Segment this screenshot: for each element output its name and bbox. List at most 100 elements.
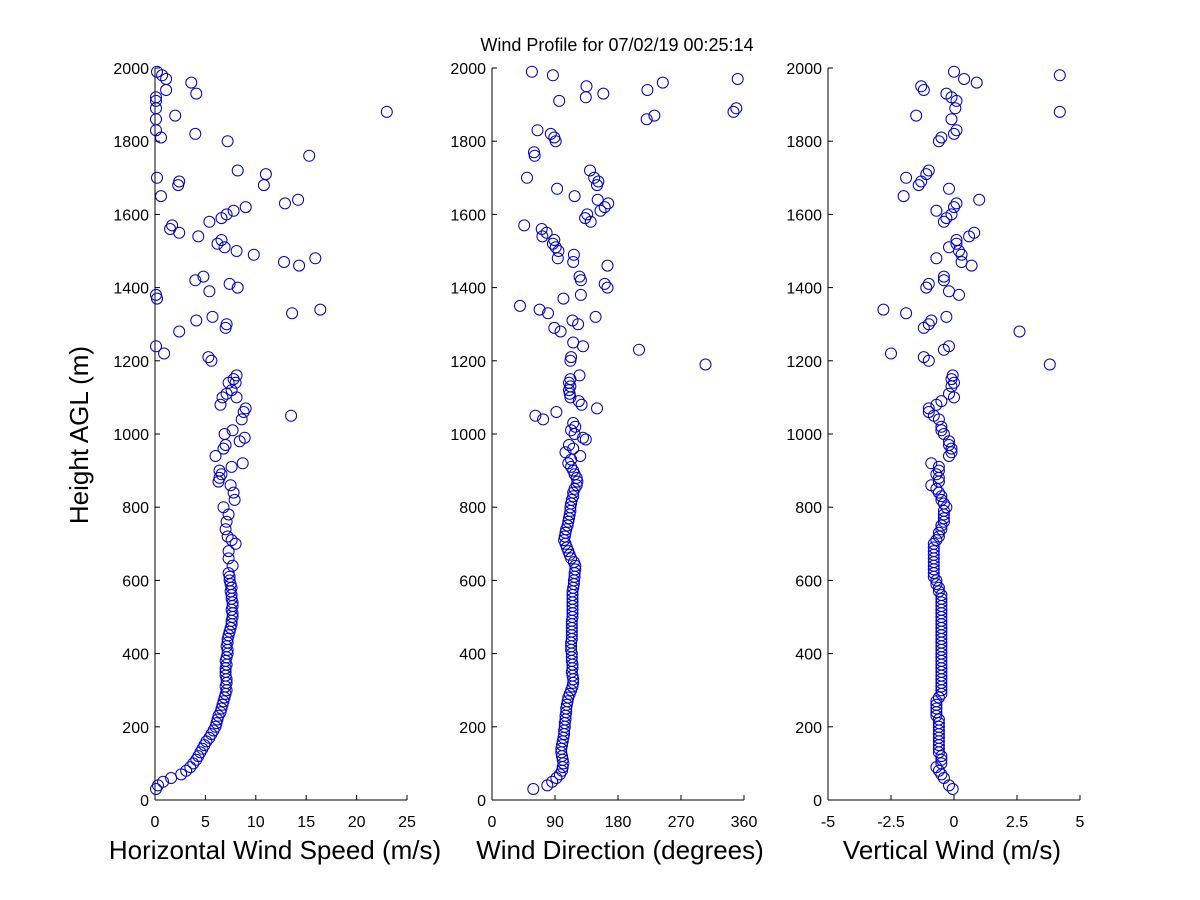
y-tick-label: 600	[459, 573, 486, 590]
y-tick-label: 1000	[113, 427, 149, 444]
data-point	[231, 164, 244, 177]
data-point	[912, 179, 925, 192]
data-point	[948, 65, 960, 78]
data-point	[591, 402, 603, 415]
data-point	[566, 314, 579, 327]
data-point	[257, 179, 270, 192]
y-tick-label: 800	[795, 500, 822, 517]
data-point	[633, 343, 645, 356]
data-point	[514, 299, 526, 312]
data-point	[965, 259, 978, 272]
data-point	[598, 277, 611, 290]
y-tick-label: 1000	[786, 427, 822, 444]
data-point	[953, 245, 965, 257]
data-point	[937, 504, 950, 517]
y-tick-label: 1400	[450, 281, 486, 298]
data-point	[565, 424, 578, 437]
data-point	[900, 307, 913, 320]
data-point	[567, 556, 580, 569]
data-point	[930, 574, 943, 587]
data-point	[950, 234, 963, 246]
data-point	[309, 252, 322, 265]
data-point	[573, 369, 586, 382]
data-point	[567, 248, 580, 261]
data-point	[230, 245, 243, 257]
data-point	[518, 219, 531, 232]
y-tick-label: 1200	[113, 354, 149, 371]
data-point	[216, 698, 229, 711]
data-point	[932, 135, 945, 148]
data-point	[221, 135, 234, 148]
data-point	[968, 226, 981, 239]
y-tick-label: 800	[459, 500, 486, 517]
data-point	[542, 307, 554, 320]
data-point	[150, 124, 162, 137]
data-point	[920, 168, 933, 181]
data-point	[220, 208, 233, 221]
y-tick-label: 1800	[450, 134, 486, 151]
y-tick-label: 1000	[450, 427, 486, 444]
data-point	[203, 285, 216, 298]
y-tick-label: 1600	[786, 207, 822, 224]
data-point	[197, 270, 210, 283]
data-point	[173, 175, 186, 188]
data-point	[223, 574, 236, 587]
data-point	[950, 197, 963, 210]
data-point	[169, 109, 182, 122]
data-point	[579, 91, 592, 104]
data-point	[220, 651, 233, 664]
data-point	[930, 698, 943, 711]
data-point	[225, 534, 238, 547]
data-point	[155, 190, 167, 203]
data-point	[937, 215, 950, 228]
data-point	[935, 596, 948, 609]
y-tick-label: 600	[795, 573, 822, 590]
data-point	[190, 87, 203, 100]
data-point	[225, 581, 238, 594]
data-point	[189, 127, 202, 140]
y-tick-label: 200	[795, 720, 822, 737]
data-point	[220, 515, 233, 528]
data-point	[219, 654, 232, 667]
data-point	[930, 534, 943, 547]
data-point	[247, 248, 260, 261]
data-point	[205, 354, 218, 367]
data-point	[940, 501, 953, 514]
data-point	[727, 105, 740, 118]
data-point	[227, 204, 240, 217]
data-point	[900, 171, 913, 184]
data-point	[303, 149, 316, 162]
data-point	[915, 175, 928, 188]
data-point	[222, 545, 235, 558]
data-point	[932, 464, 945, 477]
y-tick-label: 400	[459, 647, 486, 664]
data-point	[259, 168, 272, 181]
data-point	[219, 523, 232, 536]
y-tick-label: 200	[122, 720, 149, 737]
data-point	[203, 215, 216, 228]
data-point	[238, 431, 251, 444]
data-point	[577, 431, 589, 444]
data-point	[567, 490, 580, 503]
data-point	[150, 91, 162, 104]
data-point	[574, 288, 587, 301]
data-point	[380, 105, 393, 118]
y-tick-label: 2000	[786, 61, 822, 78]
data-point	[930, 578, 943, 591]
data-point	[589, 310, 602, 323]
data-point	[219, 321, 232, 334]
data-point	[943, 241, 955, 254]
data-point	[215, 702, 228, 715]
data-point	[579, 433, 592, 446]
data-point	[236, 457, 249, 470]
data-point	[925, 457, 938, 470]
data-point	[935, 519, 948, 532]
data-point	[218, 691, 231, 704]
data-point	[222, 567, 235, 580]
data-point	[548, 234, 561, 246]
data-point	[551, 182, 564, 195]
data-point	[571, 475, 584, 488]
data-point	[278, 256, 290, 268]
y-tick-label: 1600	[450, 207, 486, 224]
data-point	[937, 428, 950, 440]
